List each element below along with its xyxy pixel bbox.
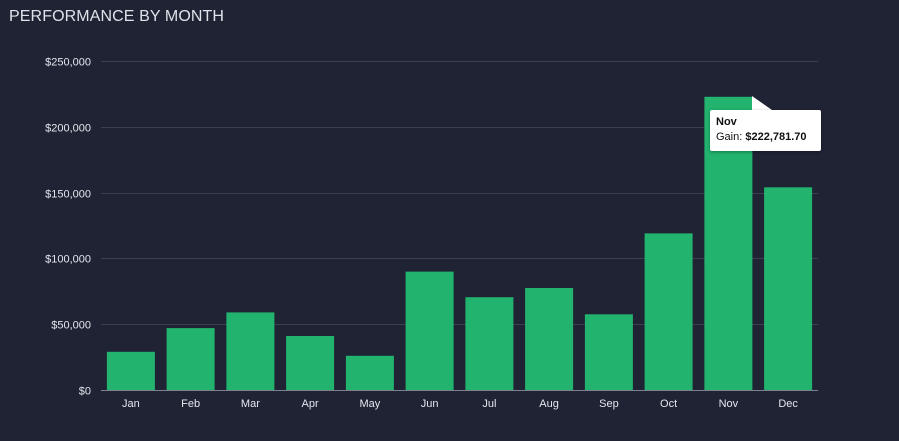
tooltip-value: $222,781.70 bbox=[745, 131, 807, 143]
y-tick-label: $0 bbox=[79, 386, 91, 398]
bar-sep[interactable] bbox=[584, 314, 633, 390]
x-tick-label: Mar bbox=[241, 398, 260, 410]
tooltip-body: Gain: $222,781.70 bbox=[716, 130, 815, 145]
bar-apr[interactable] bbox=[286, 336, 335, 390]
x-tick-label: Jul bbox=[482, 398, 496, 410]
x-tick-label: May bbox=[360, 398, 381, 410]
y-tick-label: $200,000 bbox=[45, 123, 91, 135]
bar-mar[interactable] bbox=[226, 312, 275, 390]
bars bbox=[106, 96, 813, 391]
bar-jul[interactable] bbox=[465, 297, 514, 390]
y-tick-label: $150,000 bbox=[45, 189, 91, 201]
x-tick-label: Dec bbox=[778, 398, 798, 410]
x-tick-label: Apr bbox=[302, 398, 319, 410]
x-tick-label: Jan bbox=[122, 398, 140, 410]
y-axis: $0 $50,000 $100,000 $150,000 $200,000 $250,00… bbox=[45, 57, 91, 398]
bar-may[interactable] bbox=[345, 355, 394, 390]
tooltip-label: Gain: bbox=[716, 131, 746, 143]
tooltip-category: Nov bbox=[716, 116, 737, 128]
chart-title: PERFORMANCE BY MONTH bbox=[9, 8, 225, 25]
x-tick-label: Nov bbox=[719, 398, 739, 410]
tooltip-pointer bbox=[752, 96, 772, 112]
bar-feb[interactable] bbox=[166, 328, 215, 390]
tooltip: Nov Gain: $222,781.70 bbox=[710, 110, 821, 151]
y-tick-label: $250,000 bbox=[45, 57, 91, 69]
x-tick-label: Sep bbox=[599, 398, 619, 410]
bar-jan[interactable] bbox=[106, 351, 155, 390]
x-tick-label: Jun bbox=[421, 398, 439, 410]
x-tick-label: Feb bbox=[181, 398, 200, 410]
bar-jun[interactable] bbox=[405, 271, 454, 390]
bar-dec[interactable] bbox=[764, 187, 813, 390]
x-tick-label: Oct bbox=[660, 398, 677, 410]
y-tick-label: $50,000 bbox=[51, 320, 91, 332]
x-tick-label: Aug bbox=[539, 398, 559, 410]
bar-aug[interactable] bbox=[525, 288, 574, 390]
y-tick-label: $100,000 bbox=[45, 254, 91, 266]
bar-oct[interactable] bbox=[644, 233, 693, 390]
grid-lines bbox=[101, 61, 818, 391]
x-axis: Jan Feb Mar Apr May Jun Jul Aug Sep Oct Nov Dec bbox=[122, 398, 798, 410]
